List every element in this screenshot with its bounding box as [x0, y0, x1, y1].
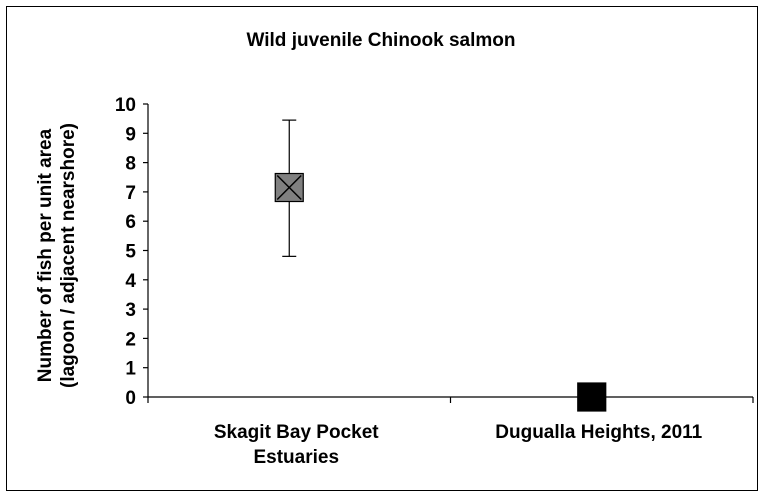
y-tick-label: 7 [125, 183, 136, 204]
x-categories: Skagit Bay Pocket Estuaries Dugualla Heigh… [214, 422, 703, 468]
data-point-marker [577, 382, 607, 412]
y-tick-label: 3 [125, 300, 136, 321]
y-tick-label: 4 [125, 271, 136, 292]
y-tick-label: 0 [125, 388, 136, 409]
chart-title: Wild juvenile Chinook salmon [246, 30, 515, 51]
y-ticks: 0 1 2 3 4 5 6 7 8 9 10 [115, 95, 148, 409]
y-axis-label-line: (lagoon / adjacent nearshore) [58, 123, 79, 388]
y-tick-label: 1 [125, 359, 136, 380]
chart-frame: Wild juvenile Chinook salmon Number of f… [6, 6, 758, 491]
x-category-label: Dugualla Heights, 2011 [495, 422, 702, 443]
y-tick-label: 8 [125, 154, 136, 175]
y-tick-label: 6 [125, 212, 136, 233]
y-tick-label: 10 [115, 95, 136, 116]
data-marks [274, 119, 607, 412]
y-axis-label-line: Number of fish per unit area [35, 128, 56, 382]
x-category-label: Estuaries [253, 447, 339, 468]
chart-plot: Wild juvenile Chinook salmon Number of f… [35, 30, 754, 468]
axes [147, 104, 754, 403]
x-category-label: Skagit Bay Pocket [214, 422, 379, 443]
y-tick-label: 2 [125, 329, 136, 350]
y-tick-label: 9 [125, 124, 136, 145]
y-tick-label: 5 [125, 242, 136, 263]
y-axis-label: Number of fish per unit area (lagoon / ad… [35, 123, 79, 388]
marker-x-stroke [276, 174, 302, 201]
